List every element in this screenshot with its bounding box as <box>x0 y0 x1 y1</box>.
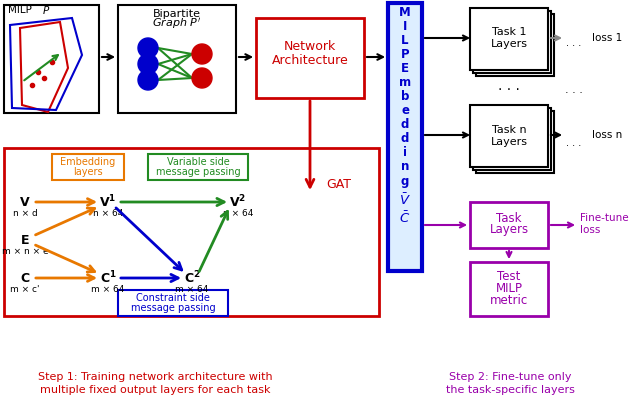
Text: loss 1: loss 1 <box>592 33 622 43</box>
Circle shape <box>192 68 212 88</box>
Text: Graph $P'$: Graph $P'$ <box>152 16 202 31</box>
Text: message passing: message passing <box>156 167 240 177</box>
Text: . . .: . . . <box>565 85 583 95</box>
Text: GAT: GAT <box>326 178 351 191</box>
Text: m × 64: m × 64 <box>92 285 125 295</box>
Text: Architecture: Architecture <box>271 53 348 66</box>
Text: Step 2: Fine-tune only
the task-specific layers: Step 2: Fine-tune only the task-specific… <box>445 372 575 395</box>
Bar <box>470 202 548 248</box>
Text: Task: Task <box>496 211 522 224</box>
Text: E: E <box>401 62 409 76</box>
Text: $\mathbf{C}$: $\mathbf{C}$ <box>20 271 30 285</box>
Text: Bipartite: Bipartite <box>153 9 201 19</box>
Text: M: M <box>399 6 411 20</box>
Text: Test: Test <box>497 271 521 283</box>
Bar <box>476 14 554 76</box>
Text: Layers: Layers <box>490 39 527 49</box>
Text: Fine-tune: Fine-tune <box>580 213 628 223</box>
Bar <box>470 105 548 167</box>
Text: loss: loss <box>580 225 600 235</box>
Bar <box>473 11 551 73</box>
Text: message passing: message passing <box>131 303 215 313</box>
Text: Embedding: Embedding <box>60 157 116 167</box>
Text: Network: Network <box>284 41 336 53</box>
Text: metric: metric <box>490 295 528 308</box>
Text: L: L <box>401 35 409 47</box>
Text: $\bar{C}$: $\bar{C}$ <box>399 210 411 226</box>
Text: e: e <box>401 105 409 117</box>
Text: $\mathbf{E}$: $\mathbf{E}$ <box>20 234 30 246</box>
Circle shape <box>192 44 212 64</box>
Text: Task 1: Task 1 <box>492 27 526 37</box>
Text: n × 64: n × 64 <box>223 209 253 219</box>
Bar <box>470 262 548 316</box>
Text: m: m <box>399 76 411 90</box>
Bar <box>52 154 124 180</box>
Text: . . .: . . . <box>566 138 582 148</box>
Text: Constraint side: Constraint side <box>136 293 210 303</box>
Text: $\mathbf{C}^{\mathbf{2}}$: $\mathbf{C}^{\mathbf{2}}$ <box>184 270 200 286</box>
Bar <box>118 290 228 316</box>
Text: m × n × e: m × n × e <box>2 248 48 256</box>
Bar <box>118 5 236 113</box>
Text: $P$: $P$ <box>42 4 50 16</box>
Text: n × d: n × d <box>13 209 37 219</box>
Text: m × c': m × c' <box>10 285 40 295</box>
Text: $\mathbf{V}^{\mathbf{2}}$: $\mathbf{V}^{\mathbf{2}}$ <box>229 194 246 210</box>
Text: Task n: Task n <box>492 125 526 135</box>
Text: Layers: Layers <box>490 137 527 147</box>
Circle shape <box>138 38 158 58</box>
Text: MILP: MILP <box>8 5 35 15</box>
Bar <box>148 154 248 180</box>
Text: n × 64: n × 64 <box>93 209 123 219</box>
Bar <box>256 18 364 98</box>
Bar <box>4 148 379 316</box>
Bar <box>473 108 551 170</box>
Text: Variable side: Variable side <box>166 157 229 167</box>
Text: d: d <box>401 119 409 131</box>
Bar <box>470 8 548 70</box>
Text: g: g <box>401 174 409 187</box>
Text: MILP: MILP <box>495 283 522 295</box>
Text: loss n: loss n <box>592 130 622 140</box>
Text: m × 64: m × 64 <box>175 285 209 295</box>
Text: $\mathbf{V}$: $\mathbf{V}$ <box>19 195 31 209</box>
Text: $\mathbf{C}^{\mathbf{1}}$: $\mathbf{C}^{\mathbf{1}}$ <box>100 270 116 286</box>
Circle shape <box>138 54 158 74</box>
Text: $\mathbf{V}^{\mathbf{1}}$: $\mathbf{V}^{\mathbf{1}}$ <box>99 194 116 210</box>
Text: P: P <box>401 49 410 62</box>
Text: Layers: Layers <box>490 224 529 236</box>
Text: n: n <box>401 160 409 174</box>
Text: layers: layers <box>73 167 103 177</box>
Text: I: I <box>403 21 407 33</box>
Text: d: d <box>401 133 409 146</box>
Bar <box>476 111 554 173</box>
Text: · · ·: · · · <box>498 83 520 97</box>
Text: i: i <box>403 146 407 160</box>
Text: $\bar{V}$: $\bar{V}$ <box>399 192 411 208</box>
Text: Step 1: Training network architecture with
multiple fixed output layers for each: Step 1: Training network architecture wi… <box>38 372 272 395</box>
Bar <box>388 3 422 271</box>
Text: b: b <box>401 90 409 103</box>
Text: . . .: . . . <box>566 38 582 48</box>
Circle shape <box>138 70 158 90</box>
Bar <box>4 5 99 113</box>
